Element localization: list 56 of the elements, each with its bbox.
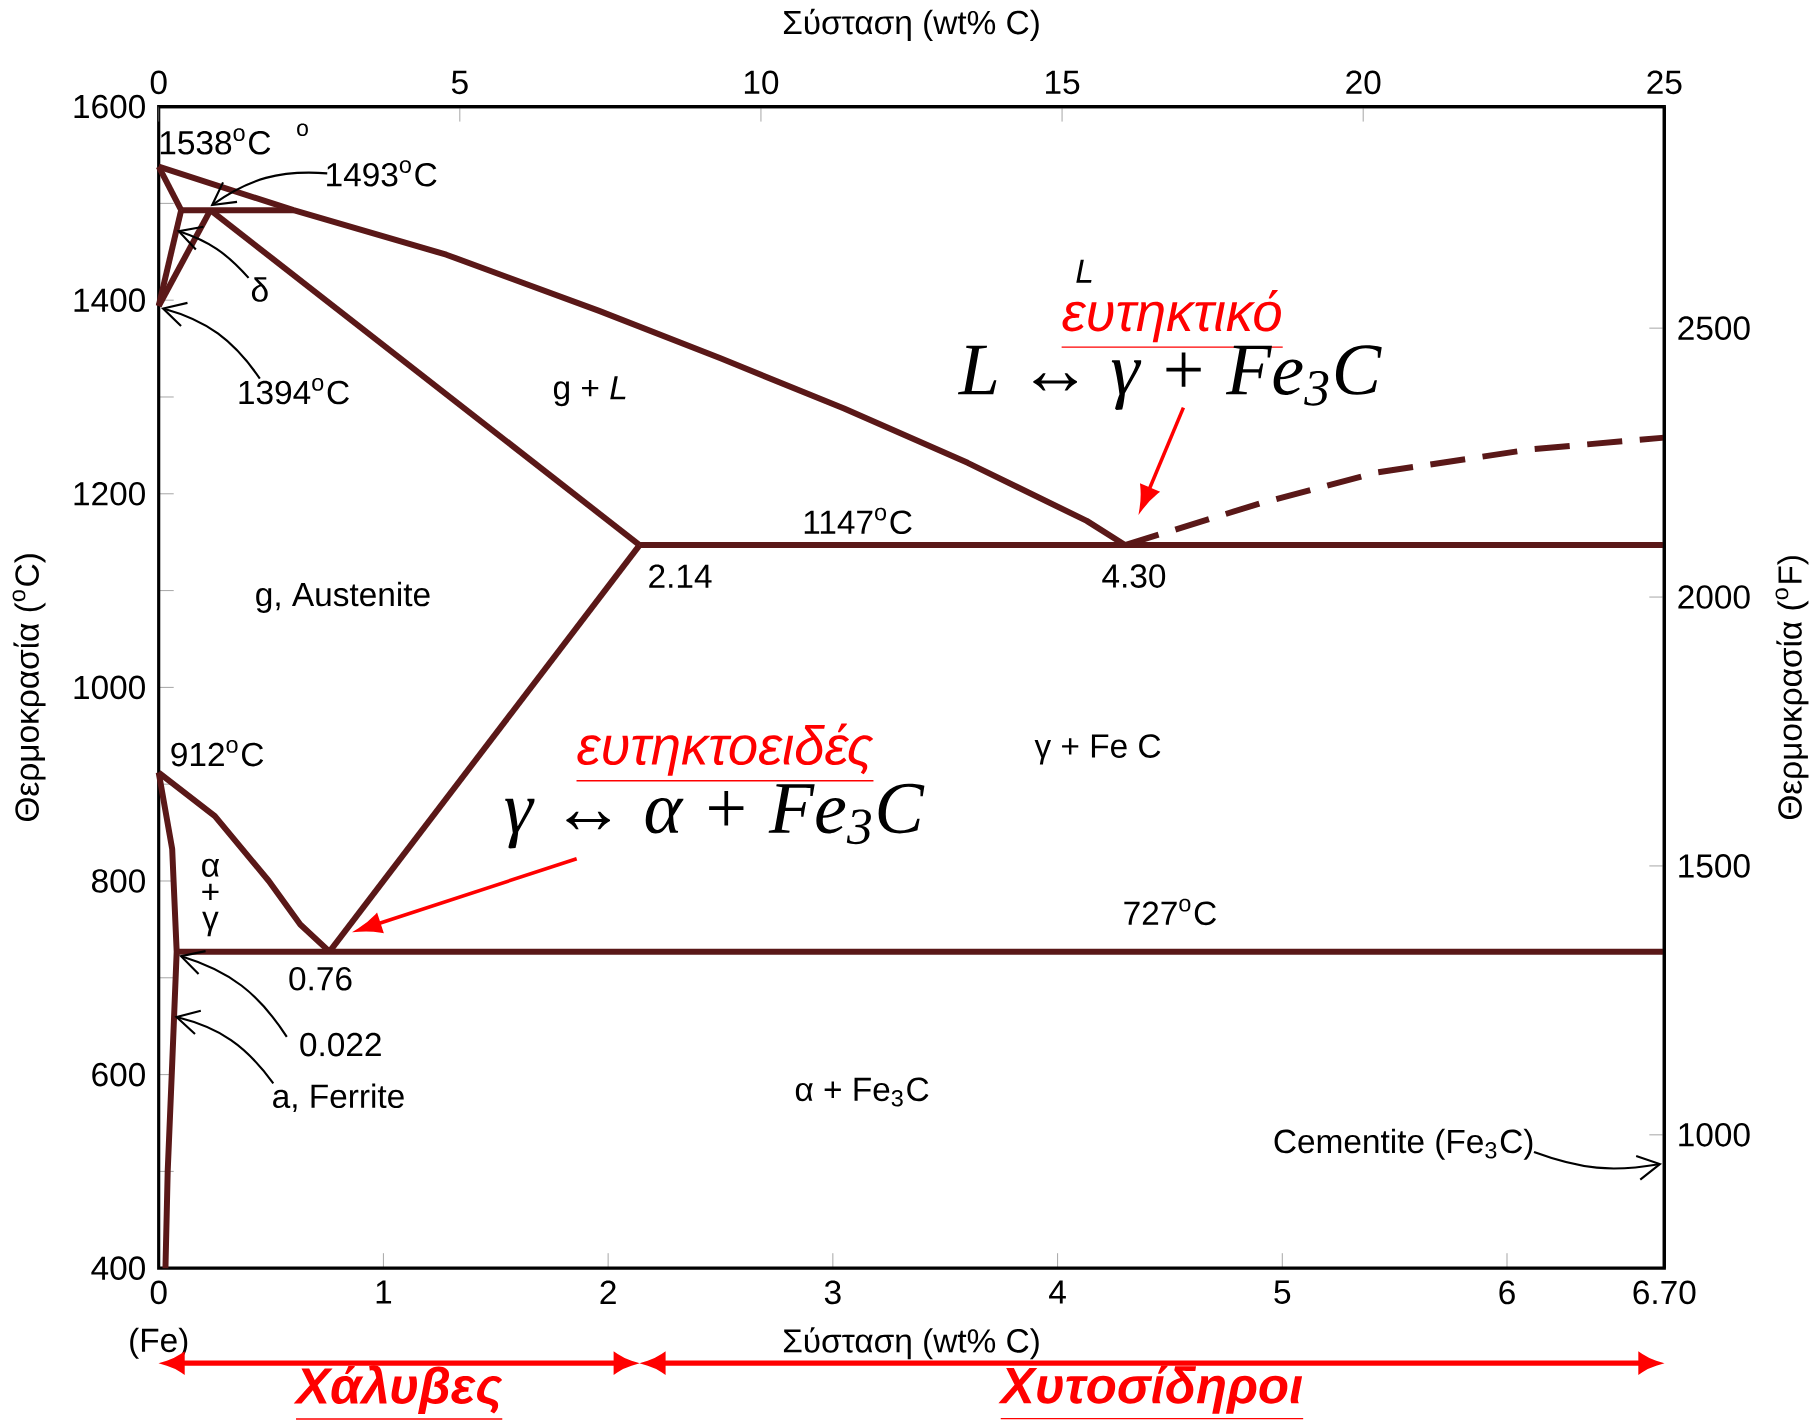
y2-tick-label: 1000	[1679, 1123, 1750, 1147]
annotation: γ ↔ α + Fe$_{3}$C	[505, 783, 925, 849]
x-tick-label: 6	[1499, 1280, 1515, 1305]
y2-tick-label: 1500	[1679, 854, 1750, 878]
x2-tick-label: 15	[1046, 70, 1080, 95]
text: Χάλυβες	[293, 1365, 503, 1415]
annotation: 0.76	[289, 966, 352, 991]
x-axis-title: Σύσταση (wt% C)	[783, 1327, 1039, 1360]
x-tick-label: 4	[1049, 1280, 1066, 1304]
annotation: γ + Fe C	[1034, 734, 1161, 765]
y-tick-label: 1600	[74, 94, 145, 119]
text: (Fe)	[130, 1327, 188, 1359]
annotation: Cementite (Fe$_{3}$C)	[1274, 1128, 1533, 1160]
y2-axis-title: Θερμοκρασία ($^{o}$F)	[1775, 556, 1809, 820]
annotation: L ↔ γ + Fe$_{3}$C	[957, 345, 1382, 410]
x-tick-label: 0	[150, 1280, 167, 1305]
x2-tick-label: 25	[1647, 70, 1682, 95]
annotation: g, Austenite	[256, 581, 430, 613]
y-axis-title: Θερμοκρασία ($^{o}$C)	[12, 554, 46, 821]
y-tick-label: 1200	[74, 481, 145, 506]
annotation: 2.14	[649, 564, 712, 588]
annotation: o	[297, 123, 308, 137]
x2-tick-label: 20	[1346, 70, 1381, 95]
annotation: ευτηκτοειδές	[577, 723, 874, 776]
y2-tick-label: 2500	[1678, 316, 1750, 340]
annotation: 1493$^{o}$C	[327, 160, 437, 187]
y-tick-label: 600	[92, 1062, 145, 1087]
x2-tick-label: 0	[150, 70, 167, 95]
annotation: α + γ	[202, 858, 220, 937]
x2-axis-title: Σύσταση (wt% C)	[783, 8, 1039, 41]
y-tick-label: 800	[92, 869, 145, 893]
y-tick-label: 1000	[74, 675, 145, 700]
annotation: 727$^{o}$C	[1124, 898, 1216, 926]
annotation: 912$^{o}$C	[171, 740, 264, 767]
annotation: L	[1076, 259, 1092, 283]
annotation: δ	[251, 277, 268, 302]
x-tick-label: 6.70	[1633, 1280, 1696, 1305]
x-tick-label: 1	[376, 1280, 392, 1304]
x-tick-label: 3	[824, 1280, 841, 1305]
annotation: 1147$^{o}$C	[804, 507, 912, 535]
x-tick-label: 2	[600, 1280, 616, 1304]
annotation: a, Ferrite	[273, 1083, 404, 1113]
x2-tick-label: 10	[744, 70, 779, 95]
y-tick-label: 1400	[74, 288, 145, 313]
y-tick-label: 400	[91, 1256, 145, 1281]
annotation: 4.30	[1102, 564, 1166, 588]
y2-tick-label: 2000	[1678, 585, 1750, 609]
x2-tick-label: 5	[451, 70, 468, 95]
x-tick-label: 5	[1274, 1280, 1291, 1304]
annotation: 1394$^{o}$C	[239, 378, 349, 405]
annotation: 1538$^{o}$C	[160, 128, 271, 155]
annotation: α + Fe$_{3}$C	[795, 1077, 929, 1107]
annotation: g + L	[553, 376, 626, 407]
annotation: 0.022	[300, 1032, 381, 1057]
text: Χυτοσίδηροι	[998, 1365, 1303, 1414]
annotation: ευτηκτικό	[1062, 289, 1281, 343]
